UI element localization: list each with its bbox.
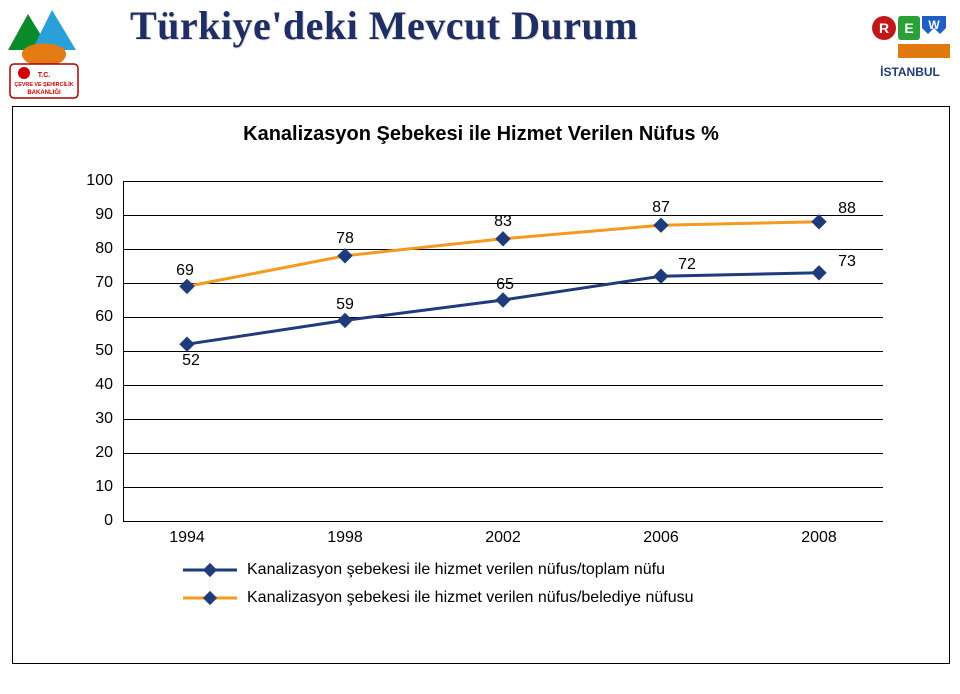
x-tick-label: 2008 [801, 529, 837, 547]
data-marker-icon [338, 249, 352, 263]
svg-text:BAKANLIĞI: BAKANLIĞI [27, 88, 61, 96]
data-marker-icon [180, 279, 194, 293]
x-tick-label: 1998 [327, 529, 363, 547]
data-marker-icon [338, 313, 352, 327]
data-marker-icon [180, 337, 194, 351]
rew-city-label: İSTANBUL [880, 64, 940, 79]
x-tick-label: 2002 [485, 529, 521, 547]
legend-label: Kanalizasyon şebekesi ile hizmet verilen… [247, 589, 693, 607]
legend-swatch-icon [183, 597, 237, 599]
data-marker-icon [654, 218, 668, 232]
content-frame: Kanalizasyon Şebekesi ile Hizmet Verilen… [12, 106, 950, 664]
x-tick-label: 2006 [643, 529, 679, 547]
data-label: 78 [336, 230, 354, 248]
data-marker-icon [654, 269, 668, 283]
chart-legend: Kanalizasyon şebekesi ile hizmet verilen… [183, 551, 823, 617]
data-marker-icon [812, 215, 826, 229]
y-tick-label: 100 [65, 172, 113, 190]
data-label: 59 [336, 296, 354, 314]
data-label: 73 [838, 253, 856, 271]
data-label: 69 [176, 262, 194, 280]
data-marker-icon [496, 232, 510, 246]
chart-title: Kanalizasyon Şebekesi ile Hizmet Verilen… [13, 123, 949, 146]
legend-swatch-icon [183, 569, 237, 571]
y-tick-label: 20 [65, 444, 113, 462]
svg-text:E: E [904, 20, 913, 36]
svg-text:W: W [928, 18, 940, 32]
data-label: 72 [678, 256, 696, 274]
y-tick-label: 60 [65, 308, 113, 326]
legend-label: Kanalizasyon şebekesi ile hizmet verilen… [247, 561, 665, 579]
svg-text:T.C.: T.C. [38, 72, 51, 79]
y-tick-label: 50 [65, 342, 113, 360]
legend-item-belediye: Kanalizasyon şebekesi ile hizmet verilen… [183, 589, 823, 607]
data-marker-icon [496, 293, 510, 307]
rew-istanbul-logo: R E W İSTANBUL [870, 10, 950, 82]
gridline [123, 521, 883, 522]
data-label: 83 [494, 213, 512, 231]
ministry-logo: T.C. ÇEVRE VE ŞEHİRCİLİK BAKANLIĞI [8, 6, 80, 102]
y-tick-label: 10 [65, 478, 113, 496]
y-tick-label: 80 [65, 240, 113, 258]
y-tick-label: 90 [65, 206, 113, 224]
slide: T.C. ÇEVRE VE ŞEHİRCİLİK BAKANLIĞI R E W… [0, 0, 960, 694]
y-tick-label: 70 [65, 274, 113, 292]
svg-text:ÇEVRE VE ŞEHİRCİLİK: ÇEVRE VE ŞEHİRCİLİK [14, 81, 73, 88]
data-label: 87 [652, 199, 670, 217]
data-label: 65 [496, 276, 514, 294]
svg-text:R: R [879, 20, 889, 36]
x-tick-label: 1994 [169, 529, 205, 547]
data-label: 88 [838, 200, 856, 218]
data-label: 52 [182, 352, 200, 370]
legend-item-toplam: Kanalizasyon şebekesi ile hizmet verilen… [183, 561, 823, 579]
line-chart: 0102030405060708090100 19941998200220062… [123, 181, 883, 521]
data-marker-icon [812, 266, 826, 280]
y-tick-label: 40 [65, 376, 113, 394]
page-title: Türkiye'deki Mevcut Durum [130, 2, 830, 49]
y-tick-label: 0 [65, 512, 113, 530]
y-tick-label: 30 [65, 410, 113, 428]
